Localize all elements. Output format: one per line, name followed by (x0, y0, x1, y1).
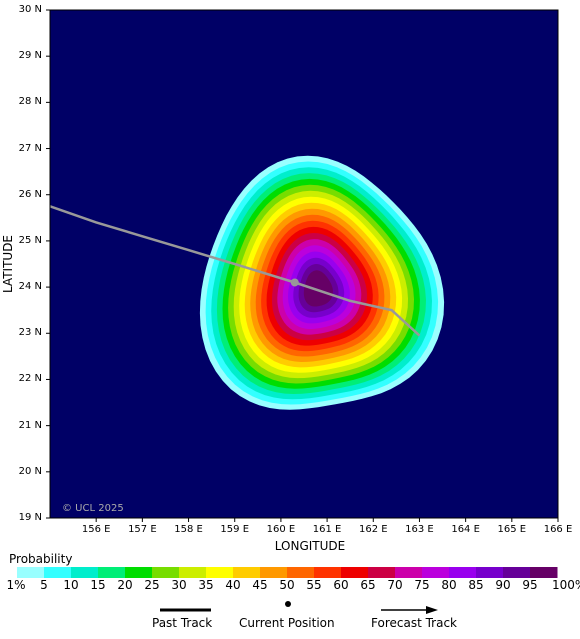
longitude-tick-label: 158 E (174, 524, 203, 535)
probability-label: 5 (40, 578, 48, 592)
probability-label: 20 (117, 578, 133, 592)
latitude-tick-label: 28 N (18, 96, 42, 108)
watermark: © UCL 2025 (62, 503, 124, 514)
colorbar-swatch (530, 567, 558, 578)
probability-label: 85 (468, 578, 484, 592)
colorbar-swatch (71, 567, 99, 578)
longitude-tick-label: 162 E (358, 524, 388, 535)
track-key (160, 601, 438, 614)
colorbar-swatch (368, 567, 396, 578)
colorbar-swatch (179, 567, 207, 578)
colorbar-swatch (98, 567, 126, 578)
probability-label: 90 (495, 578, 511, 592)
latitude-tick-label: 20 N (18, 465, 42, 477)
storm-track (50, 205, 421, 337)
probability-label: 45 (252, 578, 268, 592)
colorbar-swatch (449, 567, 477, 578)
probability-label: 70 (387, 578, 403, 592)
probability-label: 35 (198, 578, 214, 592)
longitude-tick-label: 166 E (543, 524, 573, 535)
probability-contours (199, 155, 445, 410)
longitude-tick-label: 161 E (312, 524, 342, 535)
probability-label: 30 (171, 578, 187, 592)
longitude-tick-label: 160 E (266, 524, 296, 535)
axis-ticks (46, 9, 559, 522)
latitude-tick-label: 27 N (18, 142, 42, 154)
colorbar-swatch (341, 567, 369, 578)
longitude-tick-label: 164 E (451, 524, 480, 535)
probability-map (46, 9, 559, 522)
latitude-tick-label: 21 N (18, 419, 42, 431)
probability-label: 95 (522, 578, 538, 592)
colorbar-swatch (287, 567, 315, 578)
colorbar-swatch (395, 567, 423, 578)
latitude-axis-title: LATITUDE (1, 234, 15, 294)
probability-label: 10 (63, 578, 79, 592)
probability-label: 50 (279, 578, 295, 592)
colorbar-swatch (206, 567, 234, 578)
latitude-tick-label: 23 N (18, 327, 42, 339)
probability-label: 1% (6, 578, 26, 592)
legend-title: Probability (9, 552, 73, 566)
colorbar-swatch (422, 567, 450, 578)
latitude-tick-label: 24 N (18, 281, 42, 293)
track-line (50, 205, 421, 337)
latitude-tick-label: 30 N (18, 4, 42, 15)
colorbar-swatch (44, 567, 72, 578)
longitude-axis-title: LONGITUDE (274, 539, 346, 553)
probability-label: 65 (360, 578, 376, 592)
probability-band (303, 270, 333, 307)
latitude-tick-label: 19 N (18, 512, 42, 523)
probability-label: 55 (306, 578, 322, 592)
current-position-label: Current Position (239, 616, 335, 630)
longitude-tick-label: 156 E (81, 524, 111, 535)
longitude-tick-label: 165 E (497, 524, 527, 535)
colorbar-swatch (476, 567, 504, 578)
longitude-tick-label: 159 E (220, 524, 250, 535)
probability-label: 15 (90, 578, 106, 592)
colorbar-swatch (125, 567, 153, 578)
colorbar-swatch (17, 567, 45, 578)
probability-label: 100% (552, 578, 580, 592)
forecast-track-symbol (381, 606, 438, 614)
past-track-label: Past Track (152, 616, 213, 630)
longitude-tick-label: 163 E (405, 524, 434, 535)
colorbar-swatch (152, 567, 180, 578)
colorbar-swatch (233, 567, 261, 578)
current-position-symbol (285, 601, 291, 607)
latitude-tick-label: 29 N (18, 50, 42, 62)
probability-label: 25 (144, 578, 160, 592)
probability-label: 80 (441, 578, 457, 592)
probability-colorbar (17, 567, 558, 578)
current-position-marker (290, 278, 299, 287)
colorbar-swatch (260, 567, 288, 578)
probability-label: 40 (225, 578, 241, 592)
longitude-tick-label: 157 E (128, 524, 157, 535)
latitude-tick-label: 22 N (18, 373, 42, 385)
latitude-tick-label: 25 N (18, 234, 42, 246)
colorbar-swatch (503, 567, 531, 578)
probability-label: 60 (333, 578, 349, 592)
probability-label: 75 (414, 578, 430, 592)
latitude-tick-label: 26 N (18, 188, 42, 200)
colorbar-swatch (314, 567, 342, 578)
forecast-track-label: Forecast Track (371, 616, 457, 630)
